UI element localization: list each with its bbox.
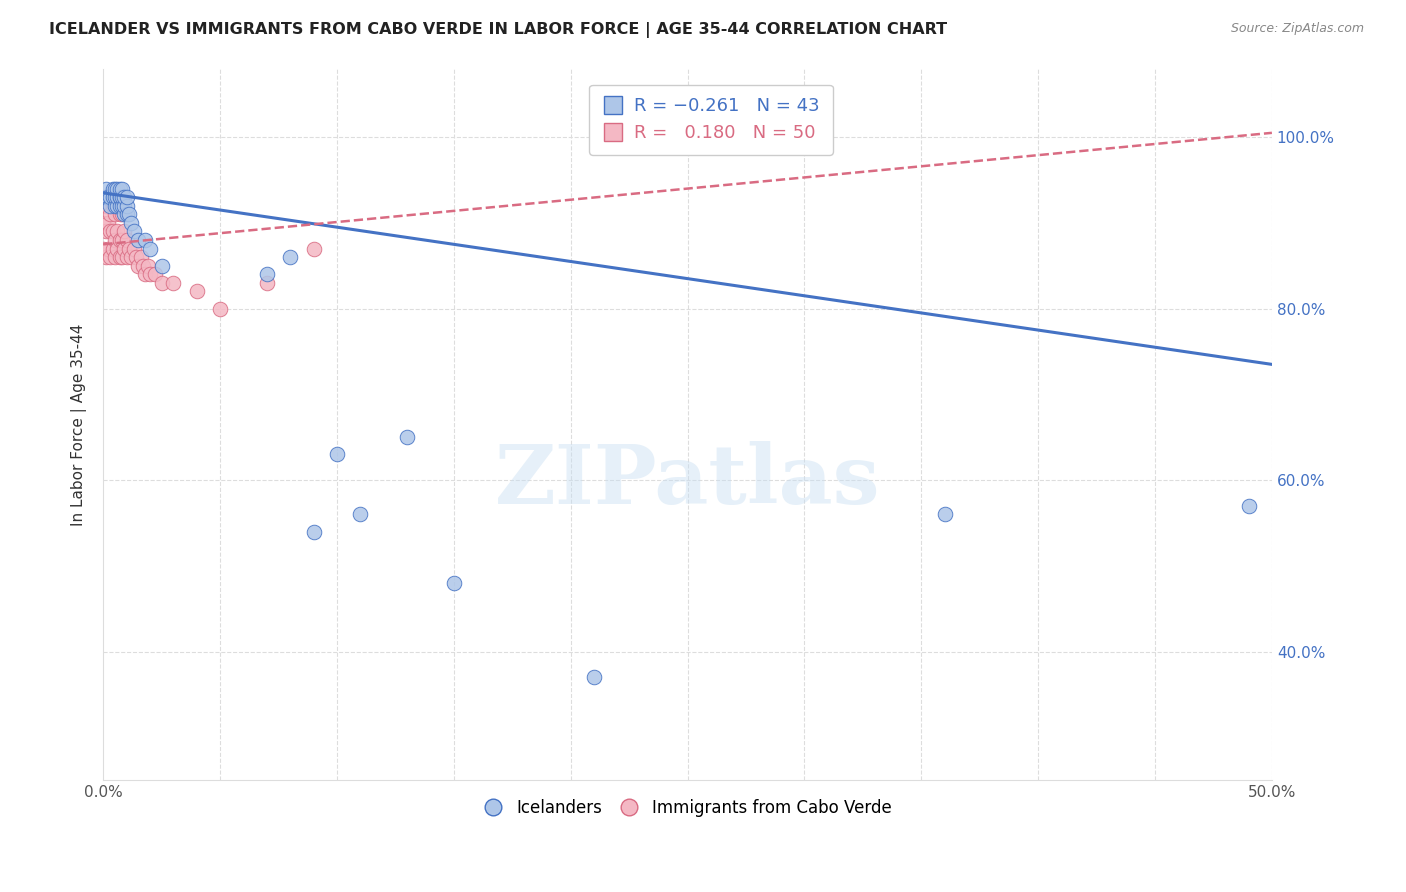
Text: Source: ZipAtlas.com: Source: ZipAtlas.com [1230,22,1364,36]
Point [97,242,120,256]
Point [111,250,134,264]
Point [104,199,127,213]
Point [125,250,148,264]
Point [108,190,131,204]
Point [94,190,117,204]
Point [302,242,325,256]
Point [256,268,278,282]
Point [101,224,124,238]
Point [104,250,127,264]
Point [120,250,142,264]
Point [120,216,142,230]
Point [98,190,121,204]
Point [134,233,156,247]
Point [115,199,138,213]
Point [97,190,120,204]
Point [112,207,135,221]
Point [104,190,127,204]
Point [111,233,134,247]
Point [105,242,128,256]
Point [91,242,114,256]
Point [101,181,124,195]
Point [111,190,134,204]
Point [104,233,127,247]
Point [134,268,156,282]
Point [122,242,145,256]
Point [101,242,124,256]
Point [127,259,149,273]
Point [105,199,128,213]
Point [104,190,127,204]
Point [108,181,131,195]
Point [278,250,301,264]
Point [443,576,465,591]
Point [118,242,141,256]
Point [112,242,135,256]
Y-axis label: In Labor Force | Age 35-44: In Labor Force | Age 35-44 [72,323,87,525]
Point [98,224,121,238]
Point [108,199,131,213]
Point [105,181,128,195]
Point [162,276,184,290]
Point [104,207,127,221]
Point [108,207,131,221]
Point [934,508,956,522]
Point [111,199,134,213]
Point [150,276,173,290]
Legend: Icelanders, Immigrants from Cabo Verde: Icelanders, Immigrants from Cabo Verde [475,790,900,825]
Point [91,190,114,204]
Point [349,508,371,522]
Point [101,190,124,204]
Point [150,259,173,273]
Point [112,190,135,204]
Point [139,242,162,256]
Point [139,268,162,282]
Point [97,216,120,230]
Point [256,276,278,290]
Point [98,207,121,221]
Point [129,250,152,264]
Point [302,524,325,539]
Point [111,207,134,221]
Point [94,250,117,264]
Point [396,430,419,444]
Point [136,259,159,273]
Point [91,216,114,230]
Point [108,233,131,247]
Point [105,224,128,238]
Point [143,268,166,282]
Point [104,181,127,195]
Point [115,250,138,264]
Point [112,199,135,213]
Text: ICELANDER VS IMMIGRANTS FROM CABO VERDE IN LABOR FORCE | AGE 35-44 CORRELATION C: ICELANDER VS IMMIGRANTS FROM CABO VERDE … [49,22,948,38]
Point [115,190,138,204]
Point [105,190,128,204]
Point [94,181,117,195]
Point [115,233,138,247]
Point [112,224,135,238]
Point [108,250,131,264]
Point [115,207,138,221]
Text: ZIPatlas: ZIPatlas [495,442,880,521]
Point [105,199,128,213]
Point [111,181,134,195]
Point [326,447,349,461]
Point [108,190,131,204]
Point [209,301,232,316]
Point [98,199,121,213]
Point [94,199,117,213]
Point [101,199,124,213]
Point [94,224,117,238]
Point [1237,499,1260,513]
Point [97,190,120,204]
Point [127,233,149,247]
Point [583,670,606,684]
Point [122,224,145,238]
Point [118,207,141,221]
Point [98,190,121,204]
Point [98,250,121,264]
Point [132,259,155,273]
Point [186,285,208,299]
